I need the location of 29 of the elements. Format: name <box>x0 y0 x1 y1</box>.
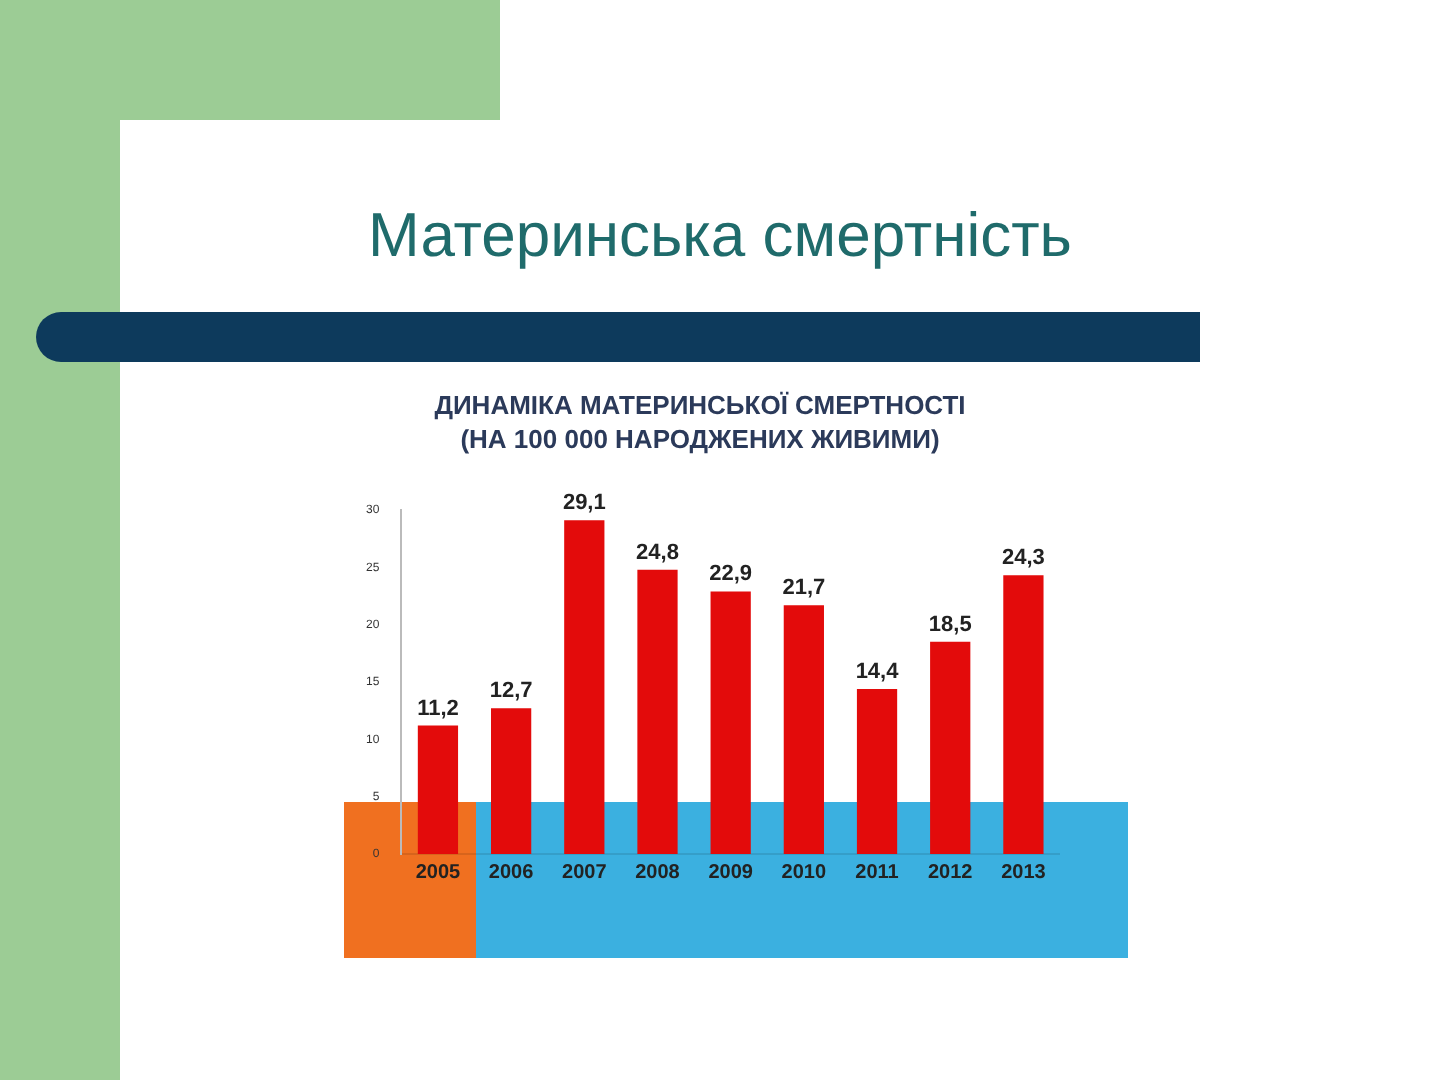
data-label: 22,9 <box>709 562 753 587</box>
bar <box>856 688 898 854</box>
data-label: 14,4 <box>855 659 901 684</box>
x-tick-label: 2011 <box>855 861 900 884</box>
bar <box>417 725 459 854</box>
x-tick-label: 2013 <box>1001 861 1047 884</box>
data-label: 18,5 <box>928 612 972 637</box>
bar <box>491 708 532 854</box>
chart-title: Материнська смертність <box>366 200 1074 272</box>
chart-subtitle: ДИНАМІКА МАТЕРИНСЬКОЇ СМЕРТНОСТІ (НА 100 000 НАРОДЖЕНИХ ЖИВИМИ) <box>432 388 968 456</box>
x-tick-label: 2012 <box>927 861 974 884</box>
data-label: 29,1 <box>562 491 606 516</box>
x-tick-label: 2007 <box>562 861 608 884</box>
bar <box>783 605 824 854</box>
bar <box>637 569 678 854</box>
data-label: 24,8 <box>636 540 679 565</box>
bar <box>710 591 751 854</box>
x-tick-label: 2010 <box>781 861 827 884</box>
bar <box>564 520 605 854</box>
x-tick-label: 2005 <box>415 861 462 884</box>
data-label: 12,7 <box>489 679 533 704</box>
x-tick-label: 2006 <box>488 861 535 884</box>
bar <box>930 641 971 854</box>
x-tick-label: 2009 <box>708 861 754 884</box>
data-label: 11,2 <box>417 696 459 721</box>
x-tick-label: 2008 <box>635 861 681 884</box>
data-label: 21,7 <box>782 576 826 601</box>
data-label: 24,3 <box>1001 546 1045 571</box>
bar <box>1003 575 1044 854</box>
